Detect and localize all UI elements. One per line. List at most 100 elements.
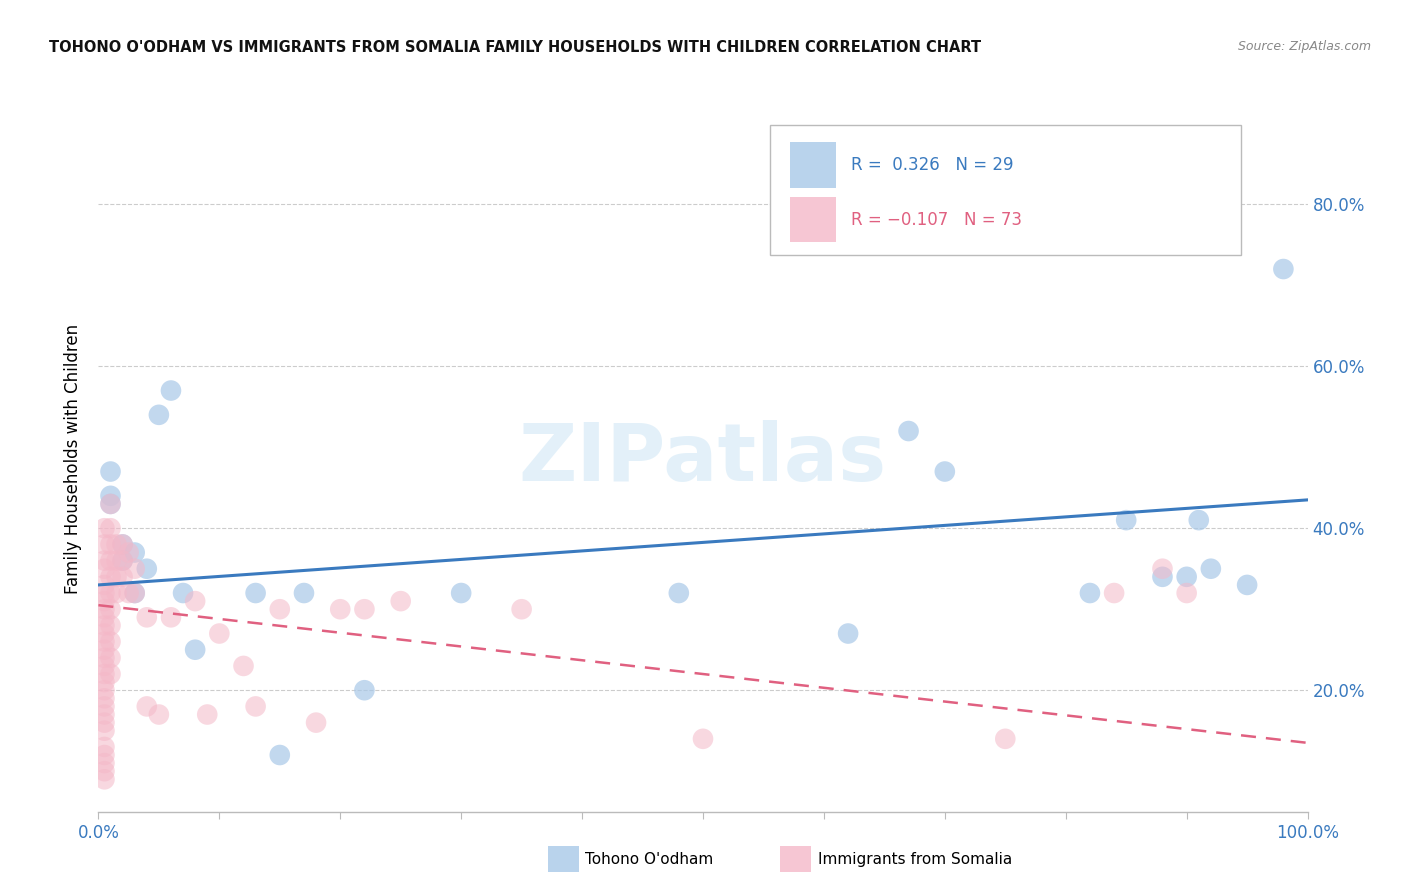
Point <box>1078 586 1101 600</box>
Text: Source: ZipAtlas.com: Source: ZipAtlas.com <box>1237 40 1371 54</box>
Point <box>100 497 122 511</box>
Point <box>100 618 122 632</box>
Point <box>93 642 115 657</box>
Point <box>1152 562 1174 576</box>
Point <box>135 610 157 624</box>
Point <box>93 691 115 706</box>
Point <box>93 723 115 738</box>
Point <box>93 521 115 535</box>
Point <box>93 594 115 608</box>
Point <box>124 562 146 576</box>
Point <box>135 562 157 576</box>
Point <box>1175 586 1198 600</box>
Point <box>93 756 115 771</box>
Point <box>1199 562 1222 576</box>
Point <box>124 545 146 559</box>
Point <box>135 699 157 714</box>
Point <box>1102 586 1125 600</box>
Point <box>100 602 122 616</box>
Point <box>93 707 115 722</box>
Text: ZIPatlas: ZIPatlas <box>519 420 887 499</box>
Point <box>1115 513 1137 527</box>
Point <box>305 715 328 730</box>
Point <box>93 675 115 690</box>
Point <box>100 586 122 600</box>
Point <box>269 747 291 762</box>
Point <box>118 545 141 559</box>
Point <box>160 384 183 398</box>
Point <box>93 715 115 730</box>
Point <box>692 731 714 746</box>
Text: TOHONO O'ODHAM VS IMMIGRANTS FROM SOMALIA FAMILY HOUSEHOLDS WITH CHILDREN CORREL: TOHONO O'ODHAM VS IMMIGRANTS FROM SOMALI… <box>49 40 981 55</box>
Point <box>93 699 115 714</box>
Point <box>897 424 920 438</box>
Point <box>172 586 194 600</box>
Point <box>105 554 128 568</box>
Point <box>93 747 115 762</box>
Point <box>208 626 231 640</box>
Point <box>329 602 352 616</box>
Point <box>668 586 690 600</box>
Point <box>100 537 122 551</box>
Point <box>93 562 115 576</box>
Point <box>100 570 122 584</box>
Point <box>111 537 134 551</box>
Point <box>93 537 115 551</box>
Point <box>124 586 146 600</box>
Point <box>93 554 115 568</box>
Point <box>934 465 956 479</box>
FancyBboxPatch shape <box>790 196 837 243</box>
Text: Immigrants from Somalia: Immigrants from Somalia <box>818 853 1012 867</box>
Text: Tohono O'odham: Tohono O'odham <box>585 853 713 867</box>
Point <box>100 634 122 648</box>
Point <box>148 408 170 422</box>
Point <box>93 772 115 787</box>
Point <box>269 602 291 616</box>
Point <box>111 570 134 584</box>
Point <box>245 586 267 600</box>
Point <box>100 521 122 535</box>
Point <box>1175 570 1198 584</box>
Point <box>245 699 267 714</box>
Point <box>184 642 207 657</box>
Point <box>93 634 115 648</box>
Y-axis label: Family Households with Children: Family Households with Children <box>65 325 83 594</box>
Point <box>93 602 115 616</box>
Point <box>111 554 134 568</box>
Point <box>100 554 122 568</box>
Point <box>353 602 375 616</box>
Point <box>93 650 115 665</box>
Point <box>105 537 128 551</box>
Point <box>100 667 122 681</box>
Point <box>353 683 375 698</box>
Point <box>195 707 218 722</box>
Point <box>1152 570 1174 584</box>
Point <box>93 659 115 673</box>
Point <box>93 739 115 754</box>
Point <box>124 586 146 600</box>
Point <box>93 626 115 640</box>
Point <box>93 683 115 698</box>
Point <box>292 586 315 600</box>
Point <box>93 618 115 632</box>
Point <box>184 594 207 608</box>
Point <box>111 554 134 568</box>
Point <box>100 497 122 511</box>
Point <box>232 659 254 673</box>
Point <box>111 537 134 551</box>
Point <box>93 667 115 681</box>
Text: R =  0.326   N = 29: R = 0.326 N = 29 <box>851 156 1012 174</box>
Point <box>1188 513 1211 527</box>
Point <box>389 594 412 608</box>
Point <box>1236 578 1258 592</box>
Point <box>105 586 128 600</box>
Point <box>1272 262 1295 277</box>
Point <box>510 602 533 616</box>
Text: R = −0.107   N = 73: R = −0.107 N = 73 <box>851 211 1022 228</box>
FancyBboxPatch shape <box>790 142 837 188</box>
Point <box>994 731 1017 746</box>
Point <box>105 570 128 584</box>
Point <box>837 626 859 640</box>
Point <box>100 650 122 665</box>
Point <box>93 610 115 624</box>
